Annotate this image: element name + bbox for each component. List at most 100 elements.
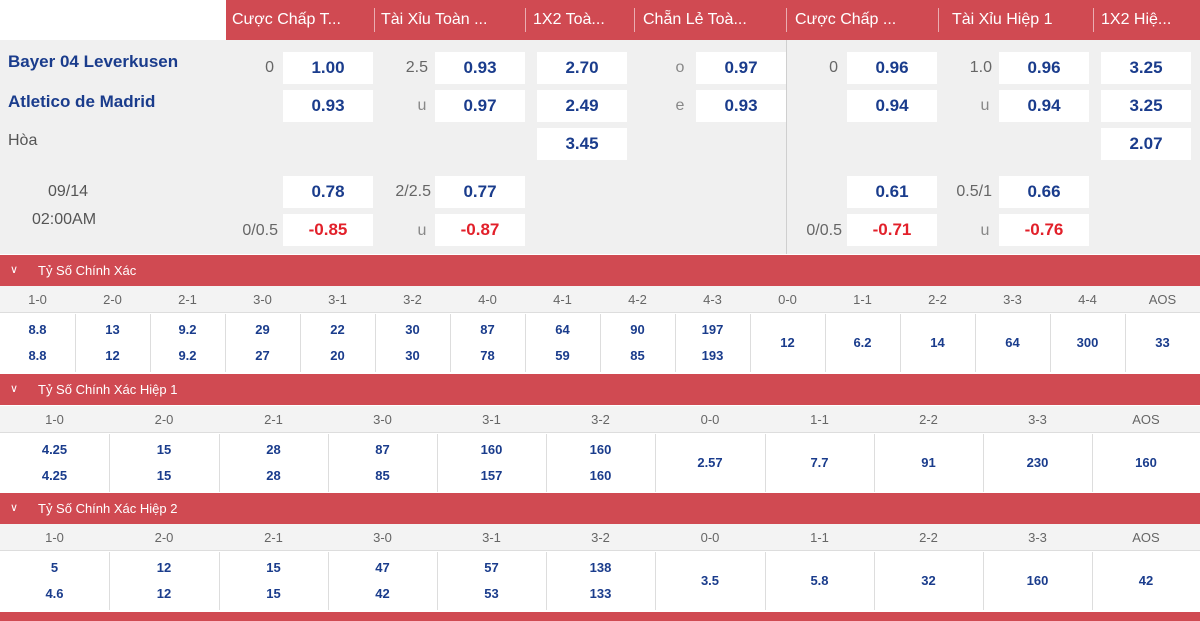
odds-value[interactable]: -0.71	[847, 214, 937, 246]
score-odds-draw[interactable]: 32	[921, 573, 936, 588]
away-team-name[interactable]: Atletico de Madrid	[8, 92, 156, 111]
header-handicap-full[interactable]: Cược Chấp T...	[232, 11, 341, 28]
score-odds-home[interactable]: 15	[266, 560, 281, 575]
score-odds-home[interactable]: 64	[555, 322, 570, 337]
score-odds-home[interactable]: 87	[480, 322, 495, 337]
score-odds-home[interactable]: 160	[480, 442, 503, 457]
header-over-under-h1[interactable]: Tài Xỉu Hiệp 1	[952, 11, 1053, 28]
score-odds-home[interactable]: 13	[105, 322, 120, 337]
score-odds-away[interactable]: 15	[156, 468, 172, 483]
odds-value[interactable]: 0.77	[435, 176, 525, 208]
score-odds-away[interactable]: 193	[701, 348, 724, 363]
score-odds-home[interactable]: 138	[589, 560, 612, 575]
odds-value[interactable]: 2.07	[1101, 128, 1191, 160]
score-odds-home[interactable]: 4.25	[41, 442, 68, 457]
score-odds-home[interactable]: 197	[701, 322, 724, 337]
odds-value[interactable]: 2.70	[537, 52, 627, 84]
score-odds-home[interactable]: 160	[589, 442, 612, 457]
score-odds-away[interactable]: 42	[375, 586, 390, 601]
score-odds-home[interactable]: 28	[266, 442, 281, 457]
odds-value[interactable]: -0.76	[999, 214, 1089, 246]
score-odds-away[interactable]: 4.6	[45, 586, 64, 601]
header-1x2-full[interactable]: 1X2 Toà...	[533, 11, 605, 28]
odds-value[interactable]: 1.00	[283, 52, 373, 84]
odds-value[interactable]: 0.93	[283, 90, 373, 122]
score-odds-home[interactable]: 5	[50, 560, 59, 575]
chevron-down-icon[interactable]: ∨	[10, 383, 19, 395]
score-odds-draw[interactable]: 42	[1138, 573, 1154, 588]
score-odds-away[interactable]: 12	[156, 586, 172, 601]
score-odds-away[interactable]: 85	[375, 468, 390, 483]
score-odds-home[interactable]: 8.8	[28, 322, 47, 337]
score-odds-draw[interactable]: 5.8	[810, 573, 829, 588]
score-odds-away[interactable]: 160	[589, 468, 612, 483]
odds-value[interactable]: 3.45	[537, 128, 627, 160]
odds-value[interactable]: 0.96	[847, 52, 937, 84]
score-odds-draw[interactable]: 160	[1135, 455, 1157, 470]
header-over-under-full[interactable]: Tài Xỉu Toàn ...	[381, 11, 488, 28]
odds-value[interactable]: 0.61	[847, 176, 937, 208]
score-odds-away[interactable]: 85	[630, 348, 645, 363]
odds-value[interactable]: 0.78	[283, 176, 373, 208]
score-odds-draw[interactable]: 230	[1026, 455, 1049, 470]
chevron-down-icon[interactable]: ∨	[10, 502, 19, 514]
home-team-name[interactable]: Bayer 04 Leverkusen	[8, 52, 179, 71]
section-header-h1-correct-score[interactable]: ∨ Tỷ Số Chính Xác Hiệp 1	[0, 374, 1200, 405]
section-header-h2-correct-score[interactable]: ∨ Tỷ Số Chính Xác Hiệp 2	[0, 493, 1200, 524]
score-odds-away[interactable]: 4.25	[41, 468, 68, 483]
odds-value[interactable]: 3.25	[1101, 90, 1191, 122]
score-odds-away[interactable]: 133	[589, 586, 612, 601]
odds-value[interactable]: 0.94	[999, 90, 1089, 122]
score-odds-draw[interactable]: 14	[930, 335, 945, 350]
score-odds-away[interactable]: 78	[480, 348, 495, 363]
chevron-down-icon[interactable]: ∨	[10, 264, 19, 276]
score-odds-away[interactable]: 53	[484, 586, 499, 601]
score-odds-home[interactable]: 30	[405, 322, 420, 337]
score-odds-draw[interactable]: 2.57	[697, 455, 723, 470]
score-odds-home[interactable]: 29	[255, 322, 270, 337]
score-odds-away[interactable]: 9.2	[178, 348, 197, 363]
score-odds-draw[interactable]: 3.5	[700, 573, 720, 588]
score-odds-home[interactable]: 90	[630, 322, 645, 337]
score-odds-away[interactable]: 20	[330, 348, 345, 363]
odds-value[interactable]: -0.85	[283, 214, 373, 246]
section-header-correct-score[interactable]: ∨ Tỷ Số Chính Xác	[0, 255, 1200, 286]
odds-value[interactable]: 3.25	[1101, 52, 1191, 84]
score-odds-away[interactable]: 59	[555, 348, 570, 363]
score-odds-draw[interactable]: 33	[1155, 335, 1170, 350]
odds-value[interactable]: 0.66	[999, 176, 1089, 208]
score-odds-home[interactable]: 47	[375, 560, 390, 575]
score-odds-draw[interactable]: 12	[780, 335, 795, 350]
score-odds-away[interactable]: 12	[105, 348, 120, 363]
score-odds-draw[interactable]: 6.2	[853, 335, 872, 350]
score-odds-draw[interactable]: 64	[1005, 335, 1020, 350]
score-odds-draw[interactable]: 91	[921, 455, 936, 470]
score-label: 1-1	[853, 292, 872, 307]
score-odds-away[interactable]: 8.8	[28, 348, 47, 363]
score-odds-away[interactable]: 27	[255, 348, 270, 363]
odds-value[interactable]: 0.97	[435, 90, 525, 122]
odds-value[interactable]: 0.97	[696, 52, 786, 84]
score-odds-home[interactable]: 57	[484, 560, 499, 575]
score-odds-home[interactable]: 9.2	[178, 322, 197, 337]
odds-value[interactable]: 0.93	[435, 52, 525, 84]
header-odd-even-full[interactable]: Chẵn Lẻ Toà...	[643, 11, 747, 28]
header-1x2-h1[interactable]: 1X2 Hiệ...	[1101, 11, 1172, 28]
header-handicap-h1[interactable]: Cược Chấp ...	[795, 11, 897, 28]
score-odds-away[interactable]: 30	[405, 348, 420, 363]
score-odds-draw[interactable]: 300	[1076, 335, 1099, 350]
score-odds-home[interactable]: 87	[375, 442, 390, 457]
score-odds-away[interactable]: 15	[266, 586, 281, 601]
score-odds-away[interactable]: 157	[480, 468, 503, 483]
odds-value[interactable]: 0.94	[847, 90, 937, 122]
score-odds-home[interactable]: 12	[156, 560, 172, 575]
score-odds-away[interactable]: 28	[266, 468, 281, 483]
odds-value[interactable]: 0.96	[999, 52, 1089, 84]
odds-value[interactable]: -0.87	[435, 214, 525, 246]
score-odds-draw[interactable]: 7.7	[810, 455, 829, 470]
score-odds-home[interactable]: 15	[156, 442, 172, 457]
score-odds-draw[interactable]: 160	[1026, 573, 1049, 588]
odds-value[interactable]: 2.49	[537, 90, 627, 122]
score-odds-home[interactable]: 22	[330, 322, 345, 337]
odds-value[interactable]: 0.93	[696, 90, 786, 122]
